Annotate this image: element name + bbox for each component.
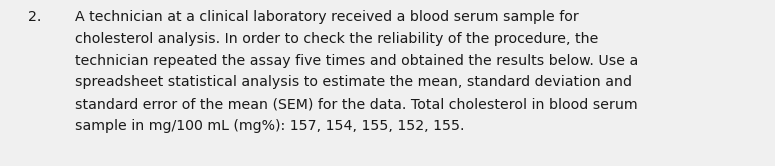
- Text: technician repeated the assay five times and obtained the results below. Use a: technician repeated the assay five times…: [75, 54, 639, 68]
- Text: A technician at a clinical laboratory received a blood serum sample for: A technician at a clinical laboratory re…: [75, 10, 579, 24]
- Text: 2.: 2.: [28, 10, 41, 24]
- Text: spreadsheet statistical analysis to estimate the mean, standard deviation and: spreadsheet statistical analysis to esti…: [75, 75, 632, 89]
- Text: cholesterol analysis. In order to check the reliability of the procedure, the: cholesterol analysis. In order to check …: [75, 32, 598, 46]
- Text: standard error of the mean (SEM) for the data. Total cholesterol in blood serum: standard error of the mean (SEM) for the…: [75, 97, 638, 111]
- Text: sample in mg/100 mL (mg%): 157, 154, 155, 152, 155.: sample in mg/100 mL (mg%): 157, 154, 155…: [75, 119, 464, 133]
